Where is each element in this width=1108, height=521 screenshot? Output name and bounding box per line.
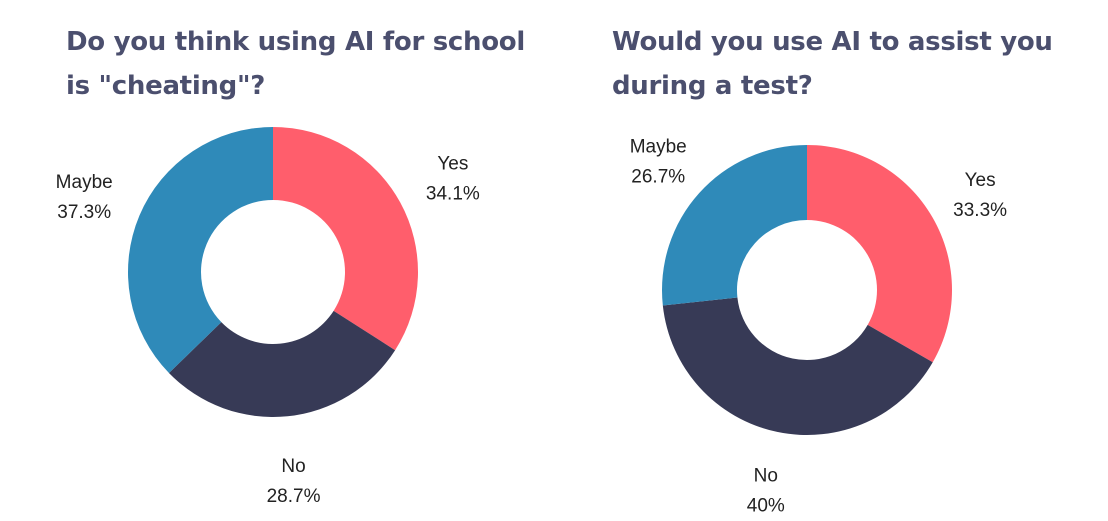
category-label: No xyxy=(281,456,305,477)
category-label: Maybe xyxy=(56,172,113,193)
value-label: 37.3% xyxy=(57,202,111,223)
donut-chart: Yes 33.3% No 40% Maybe 26.7% xyxy=(630,136,1007,517)
slice-yes xyxy=(273,127,418,351)
value-label: 28.7% xyxy=(267,486,321,507)
slice-label-no: No 28.7% xyxy=(267,456,321,507)
slice-yes xyxy=(807,145,952,363)
category-label: Maybe xyxy=(630,136,687,157)
slice-no xyxy=(168,310,396,417)
chart-test-assist: Would you use AI to assist you during a … xyxy=(554,0,1108,521)
slice-no xyxy=(662,297,933,435)
value-label: 33.3% xyxy=(953,200,1007,221)
slice-maybe xyxy=(128,127,273,373)
donut-chart: Yes 34.1% No 28.7% Maybe 37.3% xyxy=(56,127,480,507)
value-label: 40% xyxy=(747,496,785,517)
slice-maybe xyxy=(662,145,807,306)
slice-label-no: No 40% xyxy=(747,466,785,517)
slice-label-maybe: Maybe 37.3% xyxy=(56,172,113,223)
chart-cheating: Do you think using AI for school is "che… xyxy=(56,27,526,507)
value-label: 34.1% xyxy=(426,184,480,205)
value-label: 26.7% xyxy=(631,166,685,187)
chart-title: Would you use AI to assist you during a … xyxy=(612,27,1053,101)
slice-label-yes: Yes 33.3% xyxy=(953,170,1007,221)
category-label: Yes xyxy=(965,170,996,191)
slice-label-yes: Yes 34.1% xyxy=(426,154,480,205)
category-label: Yes xyxy=(437,154,468,175)
chart-title: Do you think using AI for school is "che… xyxy=(66,27,525,101)
category-label: No xyxy=(754,466,778,487)
slice-label-maybe: Maybe 26.7% xyxy=(630,136,687,187)
